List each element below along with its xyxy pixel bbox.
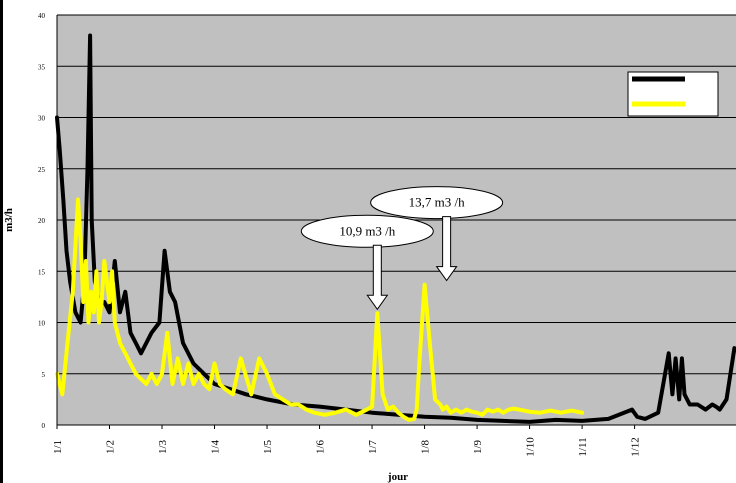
- x-tick-label: 1/2: [105, 440, 117, 454]
- legend: [627, 71, 719, 117]
- y-tick-label: 10: [38, 320, 46, 328]
- y-tick-label: 30: [38, 115, 46, 123]
- callout-bubble: [300, 214, 434, 248]
- callout-bubble: [370, 186, 504, 220]
- y-tick-label: 25: [38, 166, 46, 174]
- y-tick-label: 0: [42, 422, 46, 430]
- y-tick-label: 5: [42, 371, 46, 379]
- series-group: [55, 33, 736, 424]
- callout-arrow: [435, 216, 458, 282]
- y-tick-label: 20: [38, 217, 46, 225]
- x-axis-label: jour: [387, 471, 408, 483]
- y-tick-label: 15: [38, 268, 46, 276]
- x-tick-label: 1/7: [367, 439, 379, 454]
- x-tick-label: 1/3: [157, 439, 169, 454]
- x-tick-label: 1/1: [52, 440, 64, 454]
- callout-arrow: [366, 244, 389, 311]
- x-tick-label: 1/12: [630, 437, 642, 457]
- y-axis-ticks: 0 5 10 15 20 25 30 35 40: [38, 12, 46, 430]
- x-tick-label: 1/9: [472, 439, 484, 454]
- callout-label: 13,7 m3 /h: [409, 195, 465, 210]
- y-axis-label: m3/h: [3, 208, 15, 232]
- x-tick-label: 1/6: [315, 439, 327, 454]
- x-tick-label: 1/8: [420, 439, 432, 454]
- y-tick-label: 35: [38, 63, 46, 71]
- y-tick-label: 40: [38, 12, 46, 20]
- x-tick-label: 1/4: [210, 439, 222, 454]
- x-tick-label: 1/5: [262, 439, 274, 454]
- gridlines: [57, 14, 736, 426]
- series-line-2: [55, 197, 585, 422]
- callout-label: 10,9 m3 /h: [339, 223, 395, 238]
- left-edge-border: [0, 0, 3, 483]
- series-line-1: [55, 33, 736, 424]
- x-tick-label: 1/11: [577, 437, 589, 456]
- annotations: 10,9 m3 /h 13,7 m3 /h: [300, 186, 504, 311]
- x-axis-ticks: 1/1 1/2 1/3 1/4 1/5 1/6 1/7 1/8 1/9 1/10 1/11 1/12: [52, 425, 642, 457]
- x-tick-label: 1/10: [525, 437, 537, 457]
